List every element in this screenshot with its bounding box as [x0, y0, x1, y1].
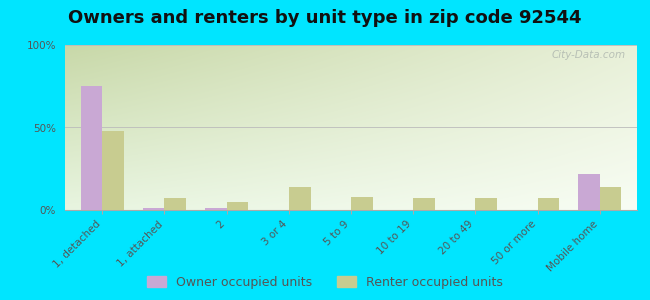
Bar	[289, 187, 311, 210]
Bar	[600, 187, 621, 210]
Bar	[578, 174, 600, 210]
Bar	[164, 199, 187, 210]
Bar	[102, 131, 124, 210]
Bar	[205, 208, 227, 210]
Bar	[475, 199, 497, 210]
Bar	[81, 86, 102, 210]
Bar	[538, 199, 559, 210]
Text: Owners and renters by unit type in zip code 92544: Owners and renters by unit type in zip c…	[68, 9, 582, 27]
Bar	[227, 202, 248, 210]
Legend: Owner occupied units, Renter occupied units: Owner occupied units, Renter occupied un…	[142, 271, 508, 294]
Bar	[143, 208, 164, 210]
Bar	[351, 197, 372, 210]
Bar	[413, 199, 435, 210]
Text: City-Data.com: City-Data.com	[551, 50, 625, 60]
